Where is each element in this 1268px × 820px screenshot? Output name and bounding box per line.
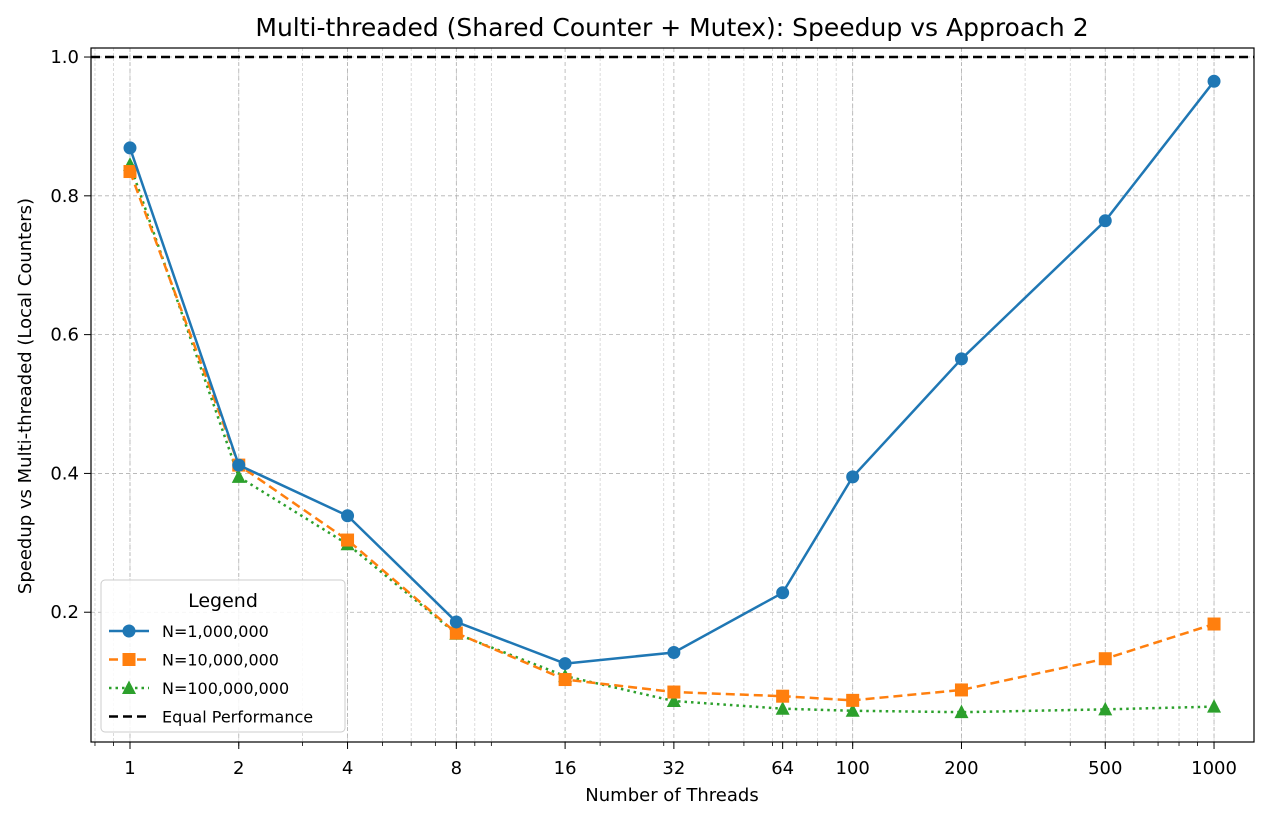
x-tick-label: 500	[1088, 758, 1122, 779]
legend-label: N=1,000,000	[162, 622, 269, 641]
data-point	[449, 626, 463, 640]
x-tick-label: 2	[233, 758, 244, 779]
y-axis-label: Speedup vs Multi-threaded (Local Counter…	[15, 198, 36, 594]
data-point	[123, 165, 137, 179]
legend-label: Equal Performance	[162, 708, 313, 727]
data-point	[1098, 652, 1112, 666]
data-point	[558, 673, 572, 687]
data-point	[1207, 699, 1222, 713]
x-tick-label: 32	[662, 758, 685, 779]
x-tick-label: 16	[554, 758, 577, 779]
data-point	[1098, 214, 1112, 228]
data-point	[776, 586, 790, 600]
data-point	[1207, 74, 1221, 88]
x-axis-label: Number of Threads	[585, 785, 758, 806]
data-point	[775, 701, 790, 715]
x-tick-label: 8	[451, 758, 462, 779]
data-point	[341, 533, 355, 547]
data-point	[667, 645, 681, 659]
x-tick-label: 4	[342, 758, 353, 779]
data-point	[846, 693, 860, 707]
legend-title: Legend	[188, 590, 258, 612]
legend-marker	[122, 653, 136, 666]
series-layer	[122, 74, 1222, 719]
legend-label: N=10,000,000	[162, 651, 279, 670]
data-point	[1098, 701, 1113, 716]
axes: 1 2 4 8 16 32 64 100 200 500 1000 0.2 0.4 0.6 0.8 1.0	[50, 47, 1255, 779]
y-tick-label: 0.8	[50, 186, 79, 207]
legend-label: N=100,000,000	[162, 679, 289, 698]
data-point	[232, 458, 246, 472]
data-point	[231, 469, 246, 483]
data-point	[1207, 617, 1221, 631]
y-tick-label: 0.6	[50, 325, 79, 346]
data-point	[954, 683, 968, 697]
data-point	[954, 352, 968, 366]
data-point	[341, 509, 355, 523]
legend-box	[100, 579, 346, 733]
y-tick-label: 1.0	[50, 47, 79, 68]
x-tick-label: 1	[124, 758, 135, 779]
data-point	[558, 657, 572, 671]
legend-marker	[122, 624, 136, 638]
data-point	[667, 685, 681, 699]
x-tick-label: 64	[771, 758, 794, 779]
data-point	[954, 704, 969, 719]
x-tick-label: 100	[836, 758, 870, 779]
data-point	[776, 689, 790, 703]
x-tick-label: 200	[944, 758, 978, 779]
grid	[91, 48, 1254, 742]
legend-marker	[122, 680, 136, 694]
data-point	[666, 693, 681, 708]
legend: Legend N=1,000,000 N=10,000,000 N=100,000,0…	[100, 579, 346, 733]
data-point	[846, 470, 860, 484]
y-tick-label: 0.4	[50, 463, 79, 484]
data-point	[449, 615, 463, 629]
x-tick-label: 1000	[1191, 758, 1237, 779]
y-tick-label: 0.2	[50, 602, 79, 623]
plot-frame	[90, 47, 1255, 743]
chart-title: Multi-threaded (Shared Counter + Mutex):…	[255, 13, 1088, 42]
data-point	[123, 141, 137, 155]
data-point	[845, 703, 860, 717]
